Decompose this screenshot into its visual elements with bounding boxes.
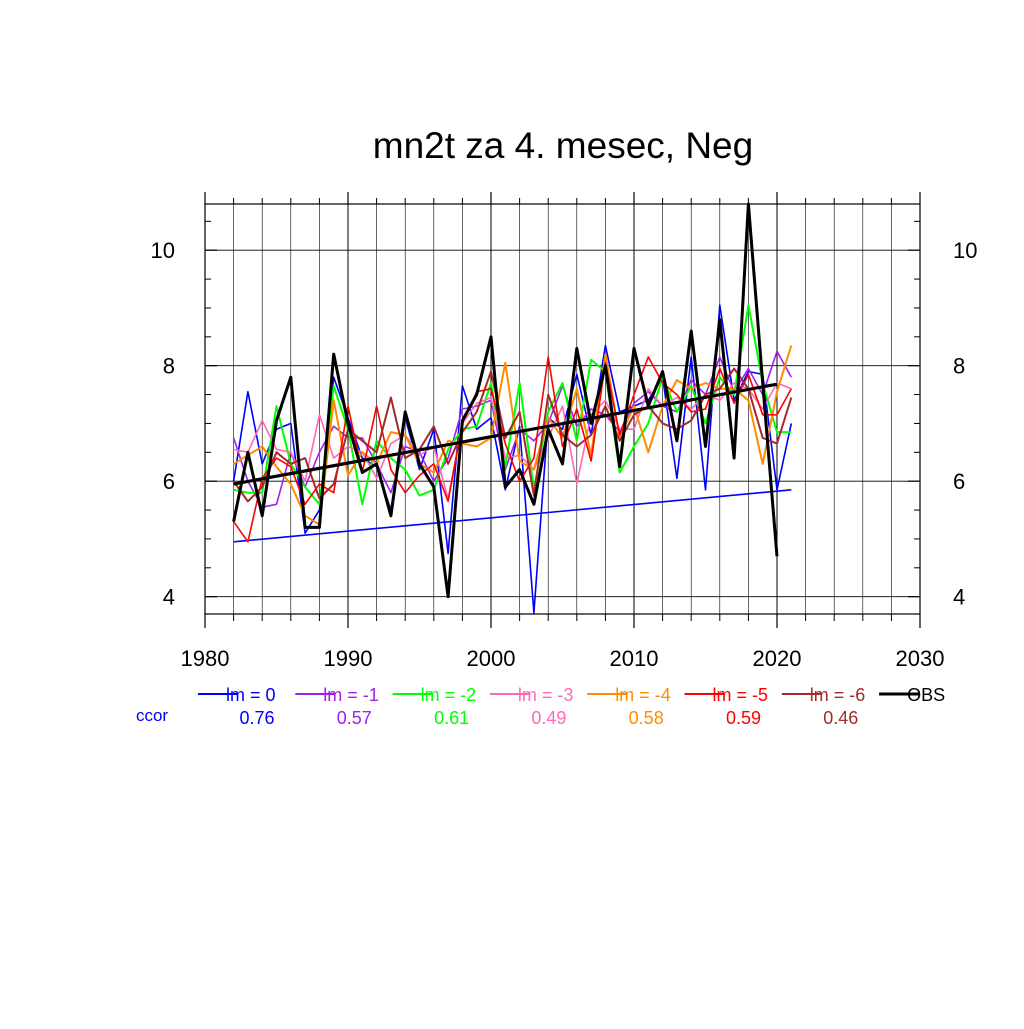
- x-tick-label: 1990: [324, 646, 373, 671]
- legend-label: lm = -3: [518, 685, 574, 705]
- series-line: [232, 356, 793, 543]
- y-tick-label-right: 6: [953, 469, 965, 494]
- x-tick-label: 2030: [896, 646, 945, 671]
- series-line: [232, 202, 779, 599]
- legend: lm = 0 0.76 lm = -1 0.57 lm = -2 0.61 lm = -3 0…: [136, 685, 945, 728]
- plot-border: [204, 203, 921, 615]
- legend-label: lm = -2: [421, 685, 477, 705]
- ccor-value: 0.49: [531, 708, 566, 728]
- trend-line: [233, 489, 792, 543]
- x-tick-label: 2020: [753, 646, 802, 671]
- y-tick-label-left: 4: [163, 585, 175, 610]
- ccor-value: 0.76: [239, 708, 274, 728]
- x-tick-label: 1980: [181, 646, 230, 671]
- y-tick-label-right: 4: [953, 585, 965, 610]
- y-tick-label-right: 10: [953, 238, 977, 263]
- x-tick-label: 2010: [610, 646, 659, 671]
- legend-label: lm = 0: [226, 685, 276, 705]
- series-layer: [232, 202, 793, 614]
- ccor-value: 0.46: [823, 708, 858, 728]
- tick-layer: 1980 1990 2000 2010 2020 2030 4 4 6 6 8 8 10 10: [151, 192, 977, 671]
- ccor-value: 0.61: [434, 708, 469, 728]
- y-tick-label-left: 10: [151, 238, 175, 263]
- legend-label: lm = -5: [713, 685, 769, 705]
- x-tick-label: 2000: [467, 646, 516, 671]
- legend-label: lm = -6: [810, 685, 866, 705]
- ccor-label: ccor: [136, 706, 168, 725]
- ccor-value: 0.57: [337, 708, 372, 728]
- legend-label: OBS: [907, 685, 945, 705]
- chart-title: mn2t za 4. mesec, Neg: [373, 125, 753, 166]
- y-tick-label-left: 6: [163, 469, 175, 494]
- legend-label: lm = -1: [323, 685, 379, 705]
- plot-frame: [204, 203, 921, 615]
- series-line: [232, 367, 793, 503]
- trend-line: [233, 382, 778, 486]
- ccor-value: 0.58: [629, 708, 664, 728]
- ccor-value: 0.59: [726, 708, 761, 728]
- y-tick-label-left: 8: [163, 354, 175, 379]
- legend-label: lm = -4: [615, 685, 671, 705]
- y-tick-label-right: 8: [953, 354, 965, 379]
